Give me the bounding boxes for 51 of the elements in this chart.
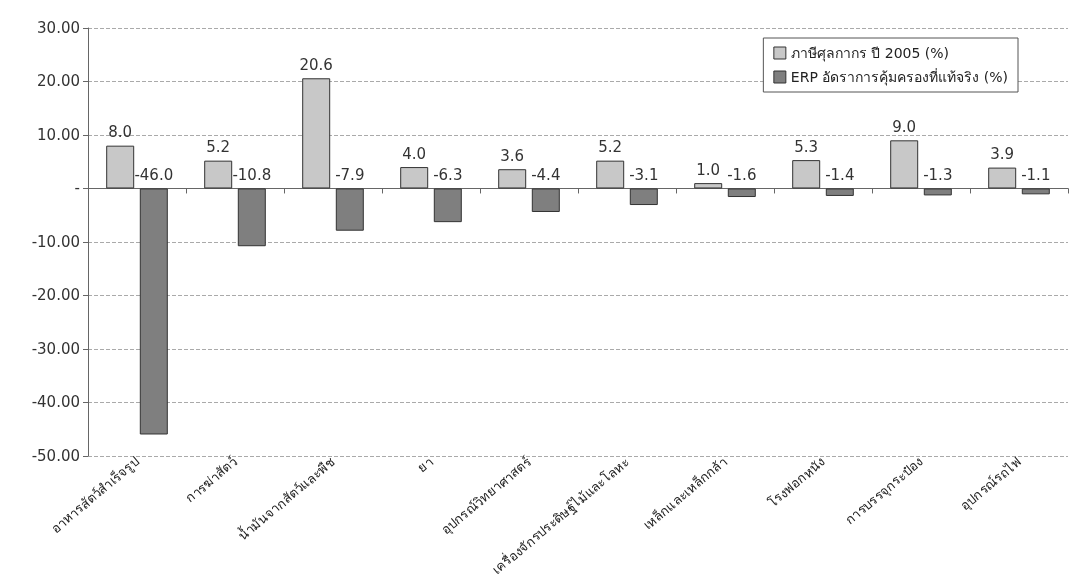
y-tick-label: -40.00	[31, 393, 80, 412]
x-tick-label: ยา	[414, 454, 436, 476]
bar	[727, 188, 756, 198]
bar	[825, 188, 854, 196]
data-label: -1.3	[923, 165, 953, 184]
bar	[498, 169, 527, 189]
bar	[531, 188, 560, 212]
data-label: -7.9	[335, 165, 365, 184]
data-label: 20.6	[299, 55, 333, 74]
data-label: 4.0	[402, 144, 427, 163]
data-label: 5.3	[794, 137, 819, 156]
legend-label: ภาษีศุลกากร ปี 2005 (%)	[790, 45, 950, 62]
bar	[106, 145, 135, 189]
data-label: -1.1	[1021, 165, 1051, 184]
y-tick-label: 10.00	[37, 125, 80, 144]
bar	[237, 188, 266, 247]
legend-label: ERP อัดราการคุ้มครองที่แท้จริง (%)	[790, 68, 1009, 86]
y-tick-label: -	[74, 179, 80, 198]
bar	[629, 188, 658, 206]
bar	[890, 140, 919, 189]
bar	[792, 160, 821, 189]
bar	[139, 188, 168, 435]
data-label: -4.4	[531, 165, 561, 184]
bar	[433, 188, 462, 223]
data-label: 1.0	[696, 160, 721, 179]
y-tick-label: 20.00	[37, 72, 80, 91]
bar	[400, 167, 429, 189]
data-label: -10.8	[232, 165, 272, 184]
y-tick-label: -10.00	[31, 232, 80, 251]
data-label: -1.6	[727, 165, 757, 184]
data-label: -46.0	[134, 165, 174, 184]
data-label: 3.9	[990, 145, 1015, 164]
bar	[302, 78, 331, 189]
data-label: -6.3	[433, 165, 463, 184]
bar	[923, 188, 952, 196]
y-tick-label: 30.00	[37, 19, 80, 37]
bar	[694, 183, 723, 189]
y-tick-label: -30.00	[31, 339, 80, 358]
y-tick-label: -20.00	[31, 286, 80, 305]
data-label: 3.6	[500, 146, 525, 165]
data-label: 5.2	[206, 138, 231, 157]
data-label: -1.4	[825, 165, 855, 184]
data-label: 9.0	[892, 117, 917, 136]
bar	[335, 188, 364, 231]
bar	[988, 167, 1017, 189]
data-label: 8.0	[108, 123, 133, 142]
data-label: 5.2	[598, 138, 623, 157]
bar	[596, 160, 625, 189]
bar	[204, 160, 233, 189]
data-label: -3.1	[629, 165, 659, 184]
bar	[1021, 188, 1050, 195]
